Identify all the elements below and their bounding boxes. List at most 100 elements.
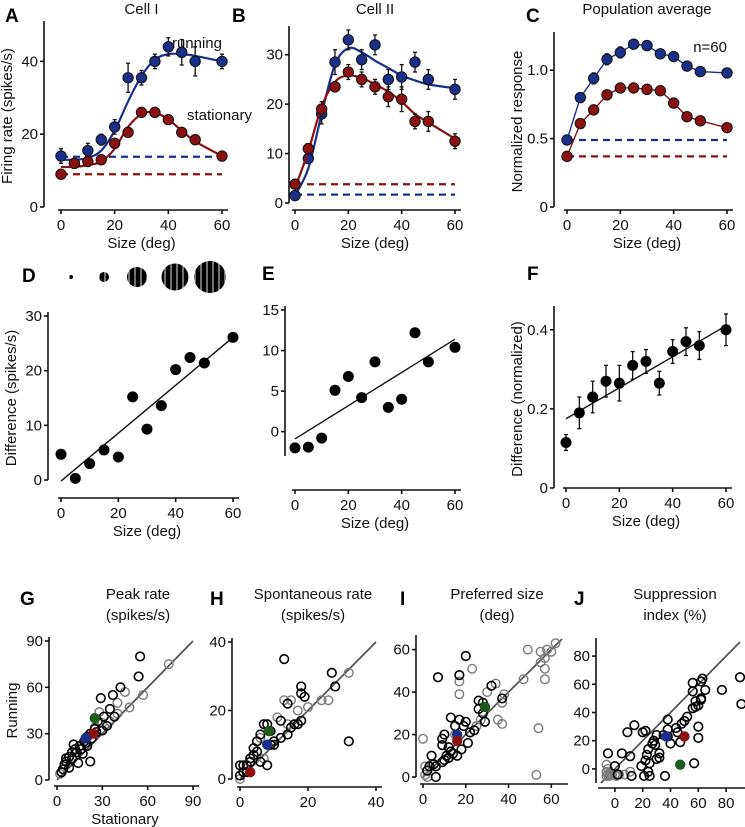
cell-point-gray: [418, 733, 429, 744]
data-point-running: [369, 39, 381, 51]
y-tick-label: 0.5: [527, 131, 548, 148]
x-tick-label: 0: [419, 791, 427, 808]
panel-title: (deg): [479, 607, 514, 624]
data-point: [627, 359, 639, 371]
cell-point: [97, 725, 108, 736]
x-tick-label: 40: [393, 217, 410, 234]
panel-title: (spikes/s): [281, 607, 345, 624]
data-point-stationary: [329, 81, 341, 93]
panel-title: Peak rate: [106, 586, 170, 603]
cell-point: [115, 682, 126, 693]
x-tick-label: 0: [236, 794, 244, 811]
grating-stimulus-icon: [99, 272, 109, 282]
data-point-running: [587, 72, 600, 85]
x-tick-label: 0: [611, 795, 619, 812]
cell-point: [636, 760, 647, 772]
grating-stimulus-icon: [127, 267, 147, 287]
n-annotation: n=60: [693, 39, 727, 56]
panel-label: J: [574, 589, 585, 610]
cell-point-gray: [323, 695, 334, 706]
x-tick-label: 40: [500, 791, 517, 808]
data-point-stationary: [95, 153, 107, 166]
y-axis-label: Difference (spikes/s): [3, 330, 20, 466]
cell-point: [643, 766, 654, 777]
cell-point: [736, 698, 745, 710]
y-tick-label: 90: [26, 633, 43, 650]
y-tick-label: 0: [402, 769, 410, 786]
panel-a: A Cell I 0 20 40 0 20 40 60 Size (deg) Firing rate…: [0, 1, 252, 252]
data-point-stationary: [162, 113, 175, 126]
cell-point: [700, 684, 711, 696]
y-tick-label: 0.4: [527, 322, 548, 339]
panel-e: E 0 5 10 15 0 20 40 60 Size (deg): [262, 264, 463, 532]
data-point-running: [694, 65, 707, 78]
cell-point: [644, 770, 655, 782]
panel-label: H: [210, 589, 224, 610]
y-tick-label: 20: [21, 126, 38, 143]
data-point: [449, 341, 461, 353]
y-tick-label: 5: [271, 383, 279, 400]
data-point-stationary: [627, 82, 640, 94]
cell-point: [456, 744, 467, 755]
cell-point: [640, 725, 651, 736]
cell-point-gray: [292, 705, 303, 716]
cell-point: [454, 669, 465, 681]
cell-point: [275, 715, 286, 726]
data-point-stationary: [654, 85, 667, 97]
panel-f: F 0 0.2 0.4 0 20 40 60 Size (deg) Difference (nor…: [509, 264, 734, 530]
data-point-stationary: [135, 106, 148, 119]
data-point-running: [149, 55, 161, 68]
cell-point: [460, 650, 471, 662]
data-point-stationary: [108, 137, 121, 150]
cell-point: [251, 746, 263, 757]
cell-point: [343, 736, 354, 747]
panel-h: H Spontaneous rate (spikes/s) 0 20 40 0 20 40: [209, 586, 384, 811]
legend-stationary: stationary: [187, 107, 253, 124]
regression-line: [294, 338, 456, 440]
data-point: [680, 336, 692, 348]
cell-point-gray: [343, 667, 354, 678]
panel-label: E: [262, 264, 275, 285]
cell-point: [654, 748, 665, 759]
cell-point-gray: [539, 663, 550, 674]
data-point-stationary: [122, 126, 134, 139]
panel-title: Preferred size: [450, 586, 543, 603]
y-tick-label: 20: [266, 96, 283, 113]
series-running: [55, 37, 228, 170]
cell-point: [296, 688, 307, 699]
data-point-stationary: [561, 150, 573, 163]
cell-point: [109, 711, 120, 722]
highlight-point-stationary: [88, 728, 99, 739]
cell-point: [73, 757, 84, 769]
data-point-running: [122, 72, 134, 84]
cell-point-gray: [625, 766, 636, 777]
series-stationary: [561, 82, 733, 163]
y-tick-label: 0: [582, 761, 590, 778]
data-point-stationary: [395, 93, 408, 105]
y-tick-label: 20: [209, 703, 226, 720]
data-point-running: [449, 83, 461, 96]
x-axis-label: Size (deg): [107, 235, 175, 252]
cell-point: [643, 744, 654, 755]
y-tick-label: 40: [393, 684, 410, 701]
x-axis-label: Size (deg): [341, 235, 409, 252]
cell-point: [330, 681, 341, 692]
grating-stimulus-icon: [69, 275, 73, 279]
cell-point: [486, 680, 497, 691]
data-point-stationary: [302, 142, 315, 155]
data-point-running: [216, 55, 228, 68]
y-tick-label: 60: [573, 676, 590, 693]
grating-stimulus-icon: [194, 261, 226, 293]
x-tick-label: 0: [291, 497, 299, 514]
cell-point-gray: [611, 770, 622, 781]
y-tick-label: 20: [25, 363, 42, 380]
data-point-running: [55, 150, 67, 162]
y-tick-label: 60: [26, 679, 43, 696]
data-point-stationary: [409, 115, 421, 128]
y-tick-label: 40: [21, 53, 38, 70]
cell-point: [616, 748, 627, 759]
panel-title: Cell II: [356, 1, 394, 18]
data-point: [84, 458, 96, 470]
unity-line: [600, 641, 741, 784]
cell-point: [289, 719, 300, 730]
